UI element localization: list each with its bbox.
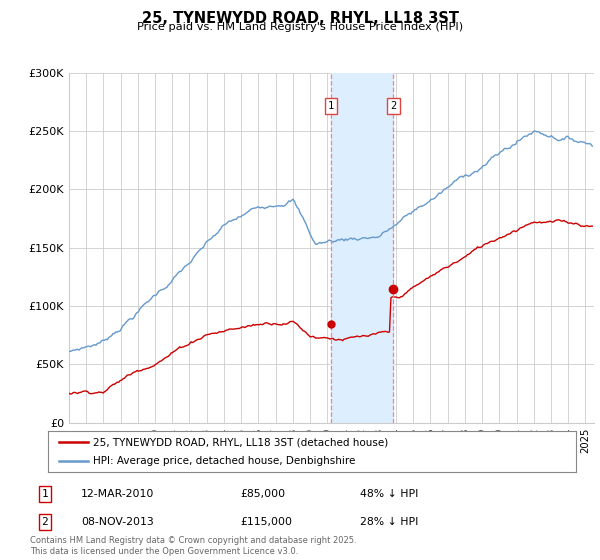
Text: 48% ↓ HPI: 48% ↓ HPI (360, 489, 418, 499)
Text: HPI: Average price, detached house, Denbighshire: HPI: Average price, detached house, Denb… (93, 456, 355, 466)
Text: 1: 1 (328, 101, 334, 111)
Text: Contains HM Land Registry data © Crown copyright and database right 2025.
This d: Contains HM Land Registry data © Crown c… (30, 536, 356, 556)
Text: 08-NOV-2013: 08-NOV-2013 (81, 517, 154, 527)
Text: 25, TYNEWYDD ROAD, RHYL, LL18 3ST: 25, TYNEWYDD ROAD, RHYL, LL18 3ST (142, 11, 458, 26)
Text: £115,000: £115,000 (240, 517, 292, 527)
Text: 1: 1 (41, 489, 49, 499)
Bar (331, 73, 394, 423)
Text: £85,000: £85,000 (240, 489, 285, 499)
Text: 2: 2 (41, 517, 49, 527)
Text: 25, TYNEWYDD ROAD, RHYL, LL18 3ST (detached house): 25, TYNEWYDD ROAD, RHYL, LL18 3ST (detac… (93, 437, 388, 447)
Text: 28% ↓ HPI: 28% ↓ HPI (360, 517, 418, 527)
Text: Price paid vs. HM Land Registry's House Price Index (HPI): Price paid vs. HM Land Registry's House … (137, 22, 463, 32)
Text: 2: 2 (391, 101, 397, 111)
Text: 12-MAR-2010: 12-MAR-2010 (81, 489, 154, 499)
